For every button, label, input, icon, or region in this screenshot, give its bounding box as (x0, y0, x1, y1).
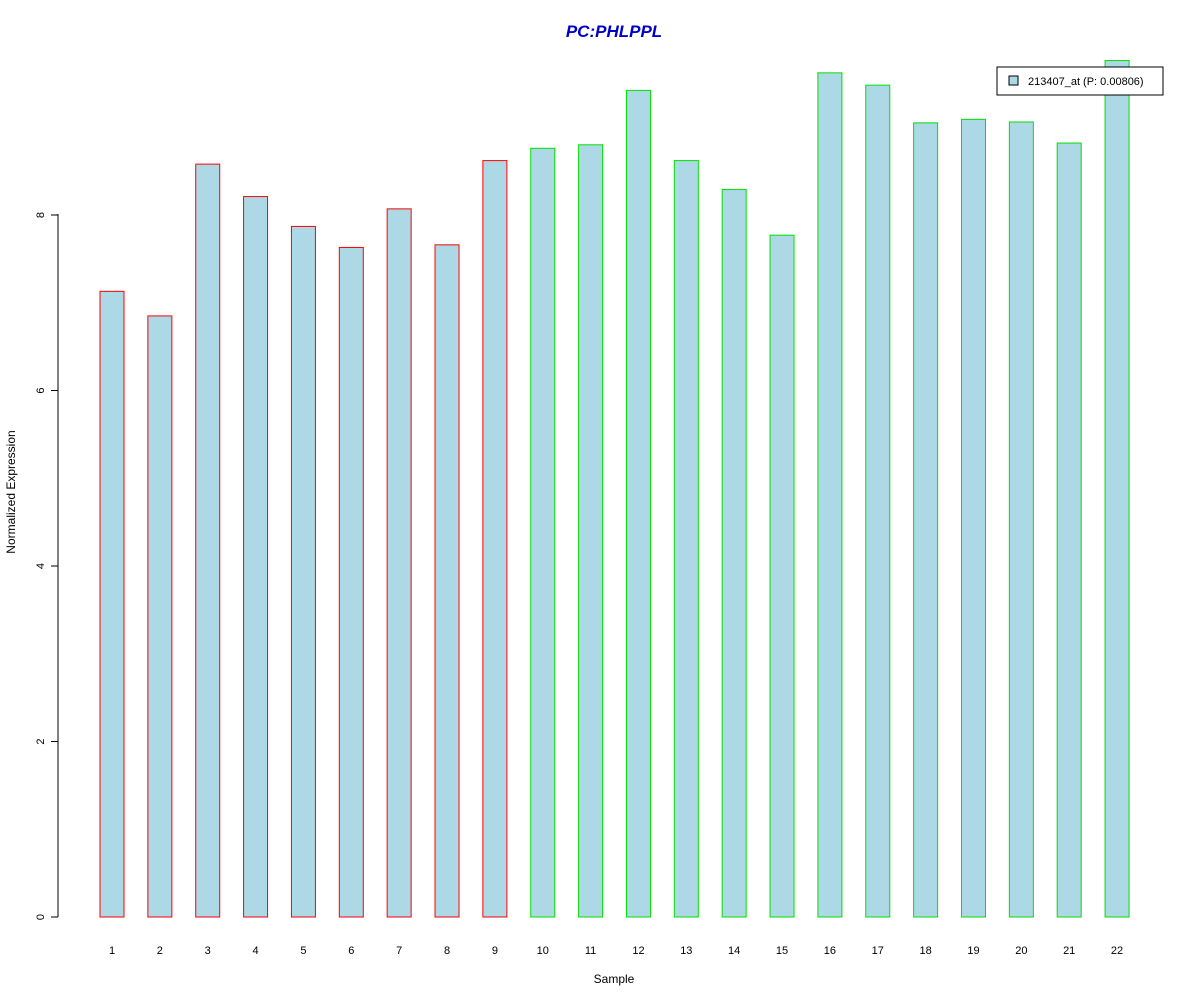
y-tick-label: 6 (35, 387, 47, 393)
x-tick-label: 13 (680, 945, 692, 957)
x-tick-label: 20 (1015, 945, 1027, 957)
x-tick-label: 4 (253, 945, 259, 957)
x-tick-label: 16 (824, 945, 836, 957)
bar-sample-19 (960, 118, 986, 918)
x-tick-label: 17 (872, 945, 884, 957)
bar-sample-4 (243, 196, 269, 918)
x-tick-label: 10 (537, 945, 549, 957)
legend-swatch (1008, 75, 1019, 86)
x-tick-label: 11 (585, 945, 596, 957)
bar-sample-2 (147, 315, 173, 918)
bar-sample-8 (434, 244, 460, 918)
bar-sample-7 (386, 208, 412, 918)
bar-sample-14 (721, 189, 747, 918)
x-tick-label: 2 (157, 945, 163, 957)
bar-sample-21 (1056, 142, 1082, 918)
y-tick-label: 0 (35, 914, 47, 920)
x-tick-label: 8 (444, 945, 450, 957)
x-tick-label: 14 (728, 945, 740, 957)
legend: 213407_at (P: 0.00806) (996, 66, 1164, 96)
bar-sample-12 (625, 89, 651, 918)
bar-sample-13 (673, 160, 699, 918)
bar-sample-11 (578, 144, 604, 918)
bar-sample-1 (99, 290, 125, 918)
y-axis-label: Normalized Expression (4, 430, 18, 553)
x-tick-label: 15 (776, 945, 788, 957)
legend-entry-label: 213407_at (P: 0.00806) (1028, 76, 1144, 88)
chart-title: PC:PHLPPL (566, 22, 662, 41)
x-axis-label: Sample (594, 972, 635, 986)
bar-sample-9 (482, 160, 508, 918)
bar-sample-17 (865, 84, 891, 918)
bar-sample-10 (530, 147, 556, 918)
x-tick-label: 6 (348, 945, 354, 957)
x-tick-label: 18 (919, 945, 931, 957)
bar-sample-18 (913, 122, 939, 918)
x-tick-label: 1 (109, 945, 115, 957)
bar-sample-22 (1104, 60, 1130, 918)
y-tick-label: 4 (35, 563, 47, 569)
y-tick-label: 8 (35, 212, 47, 218)
bar-sample-15 (769, 234, 795, 918)
bar-sample-6 (338, 246, 364, 918)
y-ticks: 0 2 4 6 8 (35, 212, 58, 920)
y-tick-label: 2 (35, 738, 47, 744)
x-tick-labels: 1 2 3 4 5 6 7 8 9 10 11 12 13 14 15 16 17 18 19 20 21 22 (109, 945, 1123, 957)
x-tick-label: 12 (632, 945, 644, 957)
x-tick-label: 9 (492, 945, 498, 957)
x-tick-label: 5 (300, 945, 306, 957)
x-tick-label: 7 (396, 945, 402, 957)
bar-sample-16 (817, 72, 843, 918)
x-tick-label: 22 (1111, 945, 1123, 957)
legend-box (996, 66, 1164, 96)
x-tick-label: 19 (967, 945, 979, 957)
bar-sample-3 (195, 163, 221, 918)
bar-sample-5 (290, 225, 316, 918)
x-tick-label: 3 (205, 945, 211, 957)
bar-sample-20 (1008, 121, 1034, 918)
bars (99, 60, 1130, 918)
x-tick-label: 21 (1063, 945, 1075, 957)
